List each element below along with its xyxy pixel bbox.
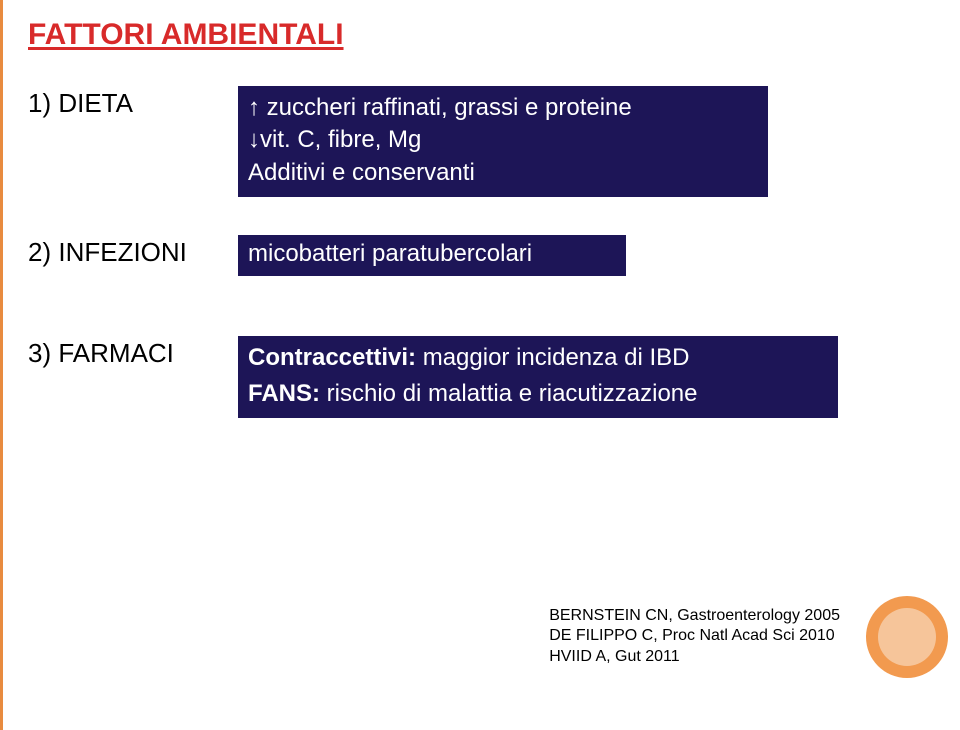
box-farmaci-line-1: Contraccettivi: maggior incidenza di IBD <box>248 342 828 374</box>
text: vit. C, fibre, Mg <box>260 126 421 153</box>
decorative-circle-inner <box>878 608 936 666</box>
text: micobatteri paratubercolari <box>248 240 532 267</box>
row-label-farmaci: 3) FARMACI <box>28 336 238 369</box>
row-label-dieta: 1) DIETA <box>28 86 238 119</box>
citation-2: DE FILIPPO C, Proc Natl Acad Sci 2010 <box>549 626 840 647</box>
citation-3: HVIID A, Gut 2011 <box>549 647 840 668</box>
text: rischio di malattia e riacutizzazione <box>320 380 698 407</box>
row-infezioni: 2) INFEZIONI micobatteri paratubercolari <box>28 235 932 275</box>
box-dieta-line-3: Additivi e conservanti <box>248 157 758 189</box>
citation-1: BERNSTEIN CN, Gastroenterology 2005 <box>549 606 840 627</box>
up-arrow-icon: ↑ <box>248 92 260 124</box>
down-arrow-icon: ↓ <box>248 124 260 156</box>
bold-label: Contraccettivi: <box>248 344 416 371</box>
bold-label: FANS: <box>248 380 320 407</box>
box-farmaci-line-2: FANS: rischio di malattia e riacutizzazi… <box>248 378 828 410</box>
box-dieta: ↑ zuccheri raffinati, grassi e proteine … <box>238 86 768 197</box>
box-dieta-line-1: ↑ zuccheri raffinati, grassi e proteine <box>248 92 758 124</box>
row-dieta: 1) DIETA ↑ zuccheri raffinati, grassi e … <box>28 86 932 197</box>
text: zuccheri raffinati, grassi e proteine <box>260 94 632 121</box>
slide-title: FATTORI AMBIENTALI <box>28 18 932 52</box>
decorative-circle-icon <box>866 596 948 678</box>
box-infezioni: micobatteri paratubercolari <box>238 235 626 275</box>
accent-left-line <box>0 0 3 730</box>
slide-content: FATTORI AMBIENTALI 1) DIETA ↑ zuccheri r… <box>0 0 960 418</box>
text: Additivi e conservanti <box>248 159 475 186</box>
box-farmaci: Contraccettivi: maggior incidenza di IBD… <box>238 336 838 419</box>
citations-block: BERNSTEIN CN, Gastroenterology 2005 DE F… <box>549 606 840 668</box>
row-label-infezioni: 2) INFEZIONI <box>28 235 238 268</box>
text: maggior incidenza di IBD <box>416 344 689 371</box>
box-dieta-line-2: ↓vit. C, fibre, Mg <box>248 124 758 156</box>
row-farmaci: 3) FARMACI Contraccettivi: maggior incid… <box>28 336 932 419</box>
